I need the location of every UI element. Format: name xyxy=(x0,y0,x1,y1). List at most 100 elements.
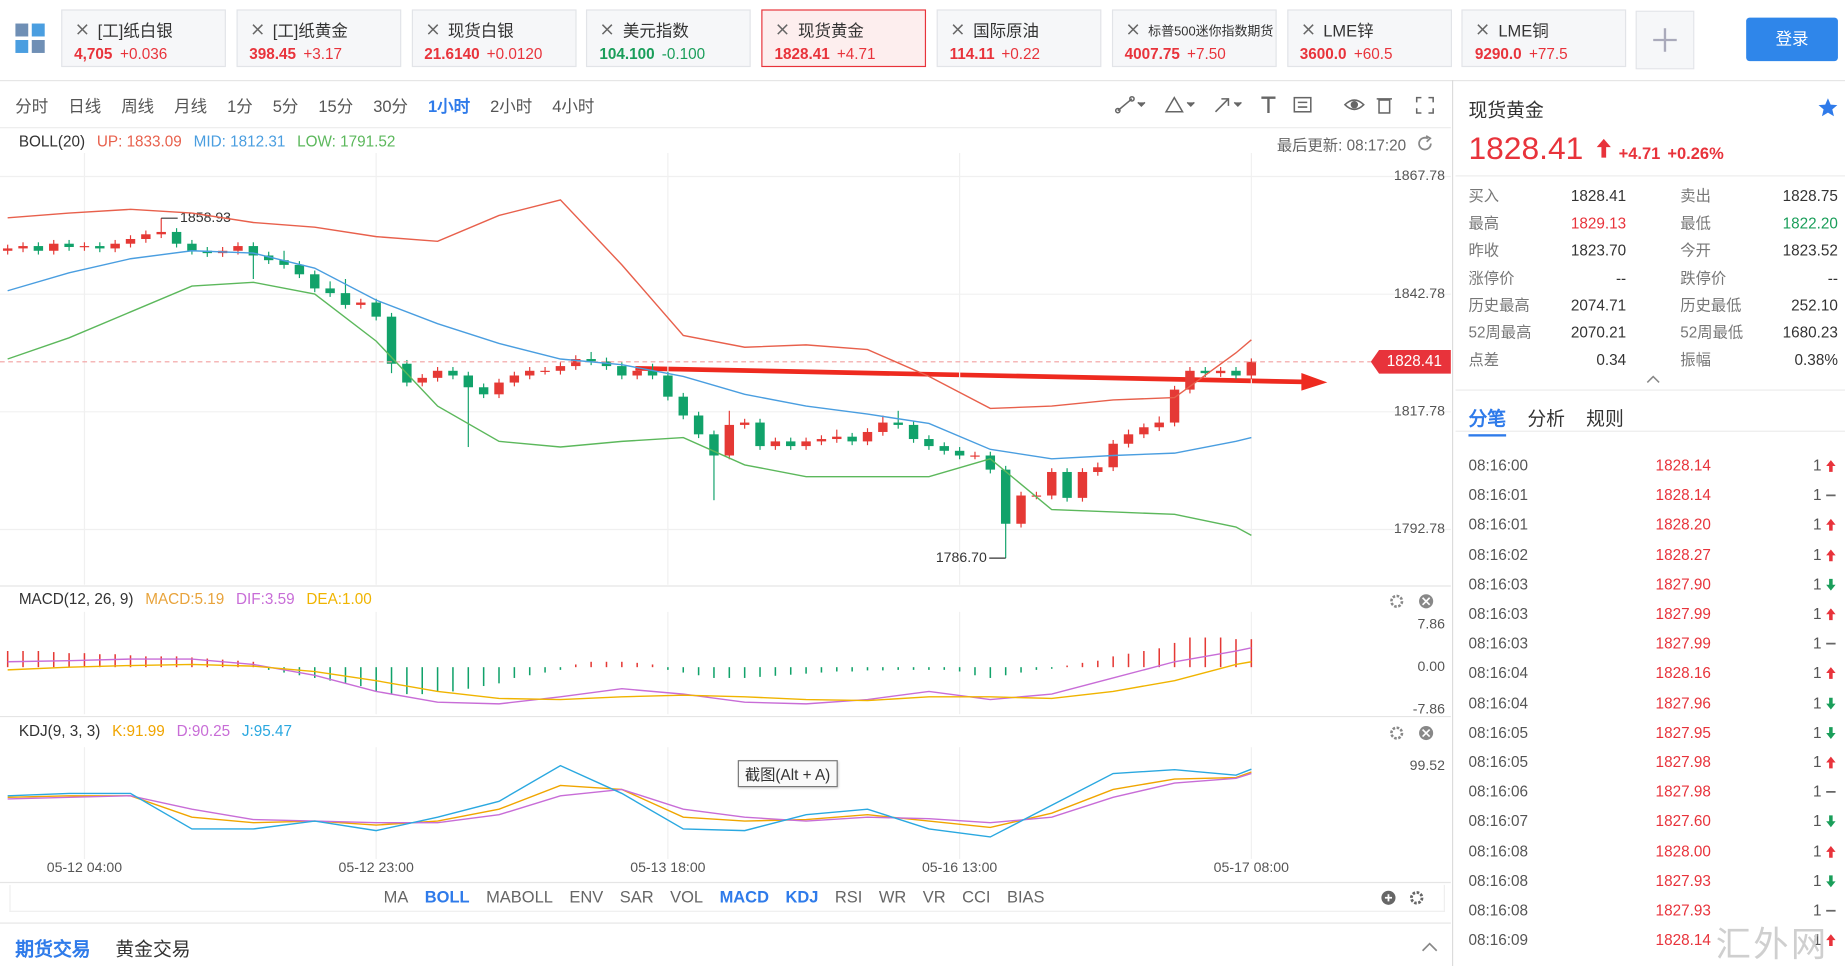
quote-tab[interactable]: 标普500迷你指数期货 4007.75 +7.50 xyxy=(1111,9,1277,68)
collapse-button[interactable] xyxy=(1421,941,1438,953)
text-tool[interactable] xyxy=(1261,96,1276,113)
quote-tab[interactable]: LME铜 9290.0 +77.5 xyxy=(1461,9,1627,68)
trade-tab[interactable]: 分析 xyxy=(1527,409,1565,430)
tab-change: +0.0120 xyxy=(486,44,543,63)
trade-tab[interactable]: 分笔 xyxy=(1468,402,1507,437)
close-tab[interactable] xyxy=(1302,24,1314,36)
bottom-tab[interactable]: 期货交易 xyxy=(15,940,91,961)
candle-body xyxy=(478,387,489,395)
trade-tab[interactable]: 规则 xyxy=(1586,409,1624,430)
period-button[interactable]: 30分 xyxy=(373,96,409,116)
indicator-settings[interactable] xyxy=(1409,891,1424,905)
trade-time: 08:16:03 xyxy=(1468,634,1529,653)
trade-direction-icon xyxy=(1826,494,1836,497)
candle-body xyxy=(310,274,320,289)
period-button[interactable]: 5分 xyxy=(272,96,299,116)
indicator-button[interactable]: KDJ xyxy=(785,887,819,907)
indicator-button[interactable]: ENV xyxy=(569,887,604,907)
pane-close[interactable] xyxy=(1419,594,1434,741)
field-label: 52周最高 xyxy=(1468,323,1532,342)
close-tab[interactable] xyxy=(1477,24,1489,36)
quote-tab[interactable]: [工]纸黄金 398.45 +3.17 xyxy=(236,9,402,68)
indicator-button[interactable]: RSI xyxy=(834,887,863,907)
quote-tab[interactable]: LME锌 3600.0 +60.5 xyxy=(1286,9,1452,68)
candle-body xyxy=(647,370,658,376)
indicator-button[interactable]: MACD xyxy=(719,887,769,907)
pane-settings[interactable] xyxy=(1390,594,1404,740)
quote-price: 1828.41 xyxy=(1468,130,1584,166)
indicator-line xyxy=(7,771,1252,829)
candle-body xyxy=(985,455,996,470)
indicator-button[interactable]: VR xyxy=(922,887,946,907)
arrow-tool[interactable] xyxy=(1214,98,1242,113)
field-value: 1823.52 xyxy=(1782,241,1838,260)
period-button[interactable]: 15分 xyxy=(318,96,354,116)
indicator-button[interactable]: SAR xyxy=(619,887,654,907)
indicator-bar: MA BOLL MABOLL ENV SAR VOL MACD KDJ RSI WR VR CCI BI… xyxy=(384,887,1061,906)
indicator-button[interactable]: VOL xyxy=(670,887,704,907)
field-label: 最高 xyxy=(1468,214,1500,233)
close-tab[interactable] xyxy=(76,24,88,36)
quote-divider xyxy=(1455,175,1845,177)
candle-body xyxy=(432,370,443,378)
field-label: 振幅 xyxy=(1680,350,1711,369)
add-tab-button[interactable] xyxy=(1635,10,1695,70)
period-button[interactable]: 4小时 xyxy=(552,96,595,116)
trade-price: 1827.95 xyxy=(1655,723,1711,742)
candle-body xyxy=(49,243,59,251)
trade-time: 08:16:03 xyxy=(1468,575,1529,593)
trade-volume: 1 xyxy=(1812,930,1822,949)
delete-button[interactable] xyxy=(1376,98,1392,114)
trade-direction-icon xyxy=(1826,642,1836,645)
quote-tab[interactable]: 现货白银 21.6140 +0.0120 xyxy=(411,9,577,68)
note-tool[interactable] xyxy=(1293,96,1312,113)
refresh-button[interactable] xyxy=(1416,134,1435,153)
close-tab[interactable] xyxy=(427,24,439,36)
candle-body xyxy=(340,293,351,305)
quote-tab[interactable]: 美元指数 104.100 -0.100 xyxy=(586,9,752,68)
quote-tab[interactable]: 现货黄金 1828.41 +4.71 xyxy=(761,9,927,68)
quote-tab[interactable]: 国际原油 114.11 +0.22 xyxy=(936,9,1102,68)
period-button[interactable]: 1小时 xyxy=(428,96,471,116)
legend-entry: LOW: 1791.52 xyxy=(297,133,395,150)
period-button[interactable]: 月线 xyxy=(174,96,208,116)
indicator-button[interactable]: CCI xyxy=(962,887,991,907)
line-tool[interactable] xyxy=(1114,95,1146,114)
expand-button[interactable] xyxy=(1646,374,1660,383)
quote-tab[interactable]: [工]纸白银 4,705 +0.036 xyxy=(61,9,226,68)
period-button[interactable]: 日线 xyxy=(68,96,102,116)
candle-body xyxy=(801,441,811,447)
candle-body xyxy=(233,246,243,251)
visibility-toggle[interactable] xyxy=(1343,99,1365,111)
indicator-button[interactable]: MA xyxy=(383,887,409,907)
indicator-button[interactable]: MABOLL xyxy=(486,887,553,907)
trade-price: 1828.00 xyxy=(1655,842,1711,860)
period-button[interactable]: 2小时 xyxy=(490,96,533,116)
add-indicator[interactable] xyxy=(1381,890,1396,905)
close-tab[interactable] xyxy=(252,24,264,36)
app-logo[interactable] xyxy=(15,23,46,55)
trade-time: 08:16:08 xyxy=(1468,871,1529,890)
bottom-tab[interactable]: 黄金交易 xyxy=(115,940,191,961)
trade-direction-icon xyxy=(1826,519,1836,532)
close-tab[interactable] xyxy=(1127,24,1139,36)
close-tab[interactable] xyxy=(602,24,614,36)
login-button[interactable]: 登录 xyxy=(1746,17,1838,62)
period-toolbar: 分时 日线 周线 月线 1分 5分 15分 30分 1小时 2小时 4小时 xyxy=(15,94,614,118)
field-value: 1823.70 xyxy=(1570,241,1627,260)
tab-change: +7.50 xyxy=(1187,44,1226,63)
indicator-button[interactable]: BOLL xyxy=(424,887,470,907)
period-button[interactable]: 分时 xyxy=(15,96,49,116)
period-button[interactable]: 周线 xyxy=(121,96,155,116)
favorite-button[interactable] xyxy=(1818,98,1838,118)
candle-body xyxy=(924,439,934,447)
indicator-button[interactable]: BIAS xyxy=(1006,887,1045,907)
candle-body xyxy=(847,436,857,442)
close-tab[interactable] xyxy=(777,24,789,36)
fullscreen-button[interactable] xyxy=(1415,96,1434,114)
indicator-button[interactable]: WR xyxy=(878,887,907,907)
period-button[interactable]: 1分 xyxy=(227,96,253,116)
shape-tool[interactable] xyxy=(1164,96,1195,113)
close-tab[interactable] xyxy=(952,24,964,36)
